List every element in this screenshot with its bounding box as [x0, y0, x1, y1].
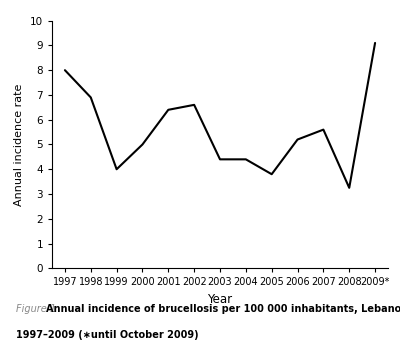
Y-axis label: Annual incidence rate: Annual incidence rate	[14, 83, 24, 206]
Text: 1997–2009 (∗until October 2009): 1997–2009 (∗until October 2009)	[16, 330, 199, 340]
Text: Annual incidence of brucellosis per 100 000 inhabitants, Lebanon: Annual incidence of brucellosis per 100 …	[46, 304, 400, 314]
X-axis label: Year: Year	[208, 293, 232, 306]
Text: Figure 1: Figure 1	[16, 304, 59, 314]
